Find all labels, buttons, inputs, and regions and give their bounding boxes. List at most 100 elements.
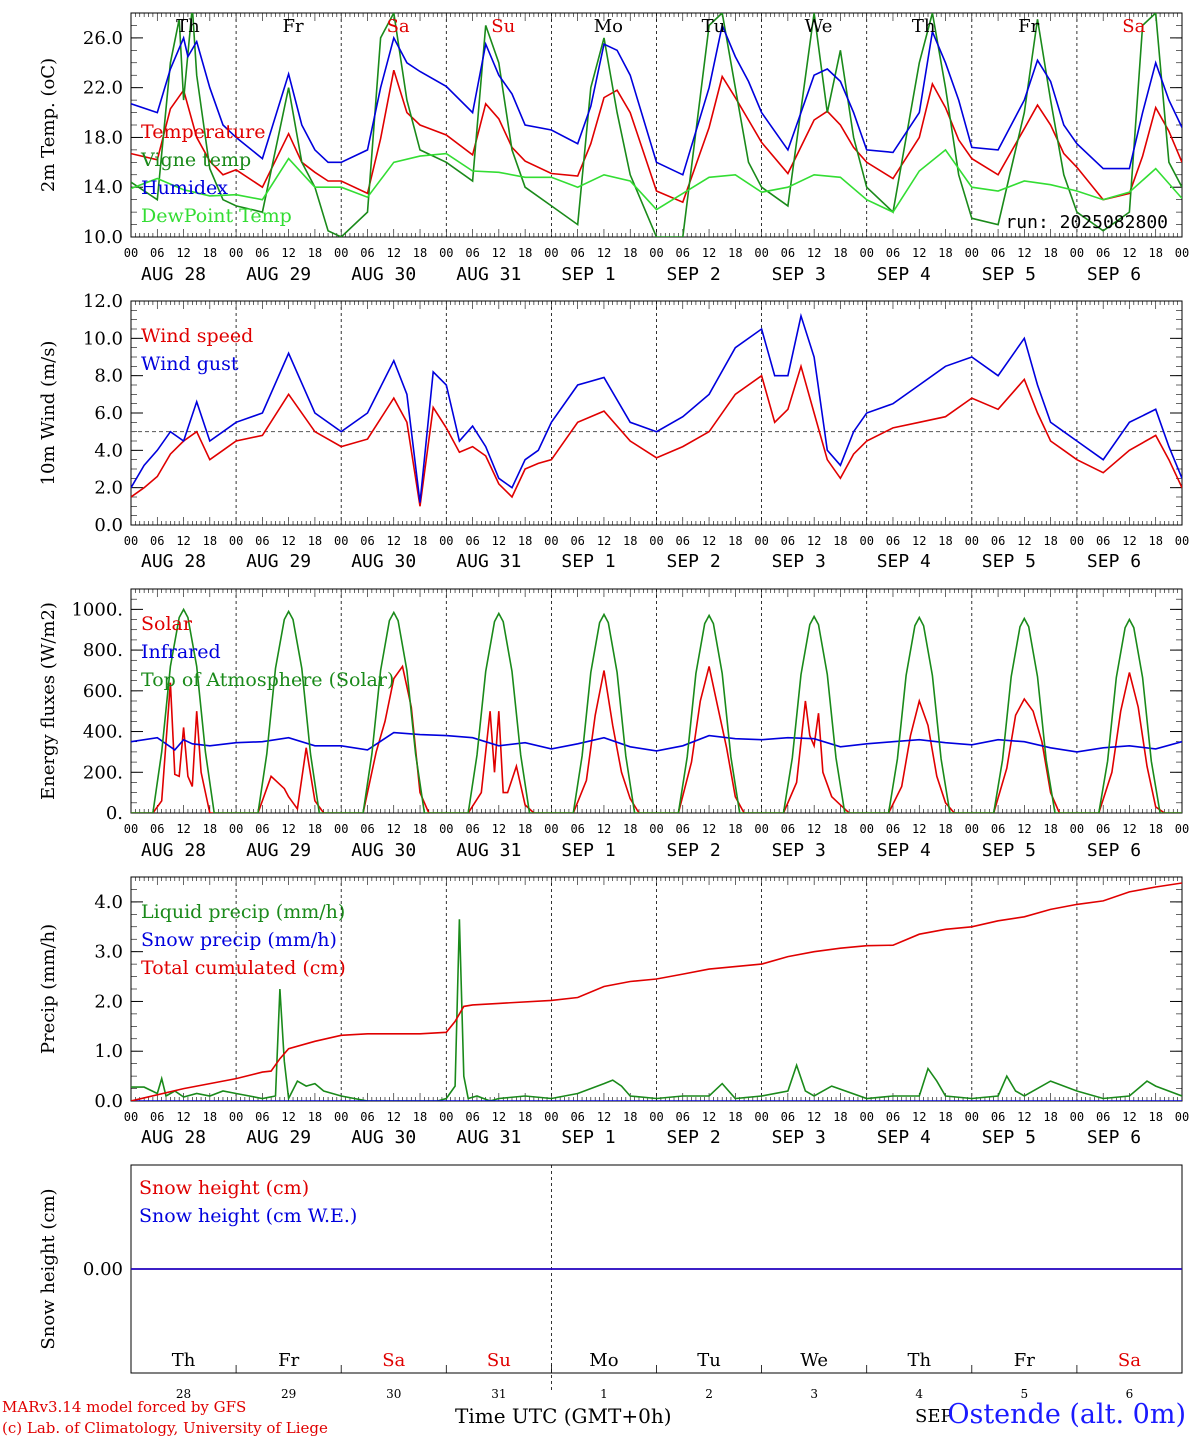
date-label: SEP 1 xyxy=(561,264,615,285)
date-label: SEP 4 xyxy=(877,840,931,861)
hour-tick-label: 12 xyxy=(1017,822,1031,836)
hour-tick-label: 00 xyxy=(544,822,558,836)
series-line-dewpoint-temp xyxy=(131,148,1182,214)
hour-tick-label: 00 xyxy=(124,534,138,548)
y-tick-label: 26.0 xyxy=(83,28,123,49)
weekday-label: Sa xyxy=(387,16,410,37)
date-label: AUG 30 xyxy=(351,264,416,285)
hour-tick-label: 00 xyxy=(1175,1110,1189,1124)
hour-tick-label: 12 xyxy=(176,246,190,260)
legend-top-of-atmosphere-solar-: Top of Atmosphere (Solar) xyxy=(141,669,394,691)
hour-tick-label: 00 xyxy=(859,246,873,260)
hour-tick-label: 06 xyxy=(676,534,690,548)
hour-tick-label: 06 xyxy=(150,1110,164,1124)
hour-tick-label: 00 xyxy=(439,246,453,260)
hour-tick-label: 12 xyxy=(912,1110,926,1124)
date-label: AUG 28 xyxy=(141,840,206,861)
hour-tick-label: 00 xyxy=(439,1110,453,1124)
legend-wind-speed: Wind speed xyxy=(141,325,253,347)
date-label: AUG 29 xyxy=(246,264,311,285)
hour-tick-label: 06 xyxy=(360,822,374,836)
hour-tick-label: 18 xyxy=(728,1110,742,1124)
hour-tick-label: 06 xyxy=(150,822,164,836)
hour-tick-label: 12 xyxy=(912,246,926,260)
hour-tick-label: 06 xyxy=(1096,246,1110,260)
date-label: SEP 1 xyxy=(561,840,615,861)
weekday-label: Tu xyxy=(697,1350,721,1371)
hour-tick-label: 12 xyxy=(492,246,506,260)
hour-tick-label: 12 xyxy=(1122,534,1136,548)
day-number-label: 30 xyxy=(386,1387,401,1401)
weekday-label: Sa xyxy=(1122,16,1145,37)
weekday-label: Tu xyxy=(702,16,726,37)
y-tick-label: 3.0 xyxy=(94,942,123,963)
hour-tick-label: 00 xyxy=(965,1110,979,1124)
date-label: AUG 28 xyxy=(141,264,206,285)
hour-tick-label: 18 xyxy=(623,534,637,548)
hour-tick-label: 00 xyxy=(439,822,453,836)
hour-tick-label: 12 xyxy=(912,534,926,548)
date-label: SEP 5 xyxy=(982,1127,1036,1148)
date-label: SEP 1 xyxy=(561,1127,615,1148)
hour-tick-label: 18 xyxy=(1148,246,1162,260)
hour-tick-label: 18 xyxy=(308,822,322,836)
hour-tick-label: 00 xyxy=(754,246,768,260)
hour-tick-label: 00 xyxy=(124,1110,138,1124)
hour-tick-label: 06 xyxy=(465,1110,479,1124)
hour-tick-label: 18 xyxy=(938,246,952,260)
legend-vigne-temp: Vigne temp xyxy=(140,149,251,171)
y-tick-label: 18.0 xyxy=(83,127,123,148)
hour-tick-label: 06 xyxy=(676,1110,690,1124)
y-tick-label: 600. xyxy=(83,681,123,702)
hour-tick-label: 06 xyxy=(781,822,795,836)
hour-tick-label: 00 xyxy=(859,534,873,548)
hour-tick-label: 06 xyxy=(150,246,164,260)
hour-tick-label: 00 xyxy=(649,246,663,260)
panel-4 xyxy=(130,876,1183,1102)
hour-tick-label: 12 xyxy=(807,246,821,260)
hour-tick-label: 00 xyxy=(229,246,243,260)
hour-tick-label: 12 xyxy=(492,822,506,836)
hour-tick-label: 18 xyxy=(1148,534,1162,548)
hour-tick-label: 12 xyxy=(597,246,611,260)
weekday-label: Th xyxy=(912,16,936,37)
weekday-label: Th xyxy=(176,16,200,37)
y-tick-label: 0. xyxy=(106,803,123,824)
y-tick-label: 0.0 xyxy=(94,1091,123,1112)
series-line-top-of-atmosphere-solar- xyxy=(131,607,1182,813)
hour-tick-label: 12 xyxy=(281,822,295,836)
date-label: SEP 2 xyxy=(667,1127,721,1148)
hour-tick-label: 12 xyxy=(281,534,295,548)
hour-tick-label: 12 xyxy=(387,1110,401,1124)
date-label: SEP 6 xyxy=(1087,551,1141,572)
hour-tick-label: 06 xyxy=(991,246,1005,260)
y-tick-label: 400. xyxy=(83,722,123,743)
hour-tick-label: 12 xyxy=(807,822,821,836)
hour-tick-label: 12 xyxy=(702,534,716,548)
hour-tick-label: 00 xyxy=(124,246,138,260)
y-tick-label: 4.0 xyxy=(94,892,123,913)
y-tick-label: 1.0 xyxy=(94,1041,123,1062)
hour-tick-label: 18 xyxy=(938,534,952,548)
y-tick-label: 4.0 xyxy=(94,440,123,461)
date-label: AUG 28 xyxy=(141,551,206,572)
panel-3 xyxy=(130,588,1183,814)
hour-tick-label: 06 xyxy=(360,534,374,548)
y-tick-label: 1000. xyxy=(71,599,123,620)
hour-tick-label: 12 xyxy=(281,1110,295,1124)
date-label: SEP 4 xyxy=(877,551,931,572)
date-label: SEP 3 xyxy=(772,264,826,285)
date-label: SEP 4 xyxy=(877,264,931,285)
series-line-humidex xyxy=(131,22,1182,176)
hour-tick-label: 18 xyxy=(413,534,427,548)
hour-tick-label: 06 xyxy=(1096,822,1110,836)
date-label: AUG 30 xyxy=(351,1127,416,1148)
hour-tick-label: 12 xyxy=(912,822,926,836)
hour-tick-label: 18 xyxy=(203,822,217,836)
hour-tick-label: 06 xyxy=(1096,534,1110,548)
hour-tick-label: 06 xyxy=(886,1110,900,1124)
hour-tick-label: 18 xyxy=(623,822,637,836)
weekday-label: Th xyxy=(907,1350,931,1371)
legend-snow-height-cm-: Snow height (cm) xyxy=(139,1177,309,1199)
series-line-solar xyxy=(131,664,1182,813)
